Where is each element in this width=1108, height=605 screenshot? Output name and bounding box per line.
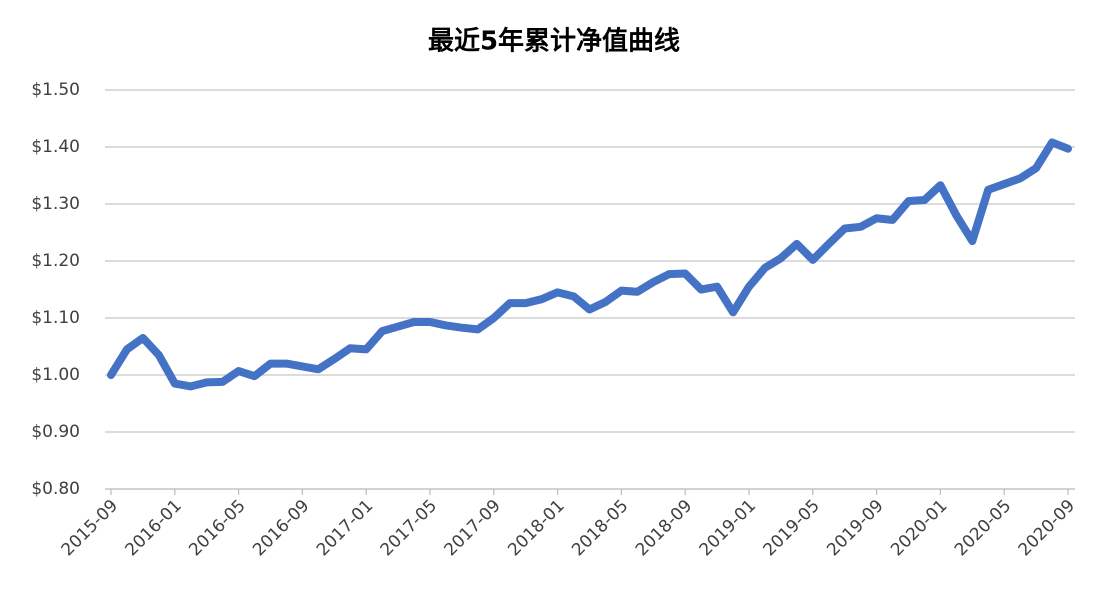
y-tick-label: $1.30 — [31, 194, 80, 214]
x-tick-label: 2020-01 — [887, 496, 951, 560]
x-tick-label: 2019-05 — [760, 496, 824, 560]
x-tick-label: 2019-01 — [696, 496, 760, 560]
x-tick-label: 2018-01 — [504, 496, 568, 560]
x-tick-label: 2016-01 — [122, 496, 186, 560]
y-tick-label: $1.50 — [31, 80, 80, 100]
x-tick-label: 2017-01 — [313, 496, 377, 560]
y-tick-label: $1.20 — [31, 251, 80, 271]
x-tick-label: 2018-05 — [568, 496, 632, 560]
y-tick-label: $0.90 — [31, 422, 80, 442]
chart-title: 最近5年累计净值曲线 — [428, 26, 680, 57]
y-tick-label: $1.10 — [31, 308, 80, 328]
y-tick-label: $1.00 — [31, 365, 80, 385]
x-tick-label: 2020-05 — [951, 496, 1015, 560]
x-tick-label: 2017-05 — [377, 496, 441, 560]
y-tick-label: $1.40 — [31, 137, 80, 157]
x-tick-label: 2018-09 — [632, 496, 696, 560]
x-tick-label: 2020-09 — [1015, 496, 1079, 560]
x-tick-label: 2017-09 — [441, 496, 505, 560]
x-tick-label: 2015-09 — [58, 496, 122, 560]
x-tick-label: 2016-05 — [185, 496, 249, 560]
line-series — [107, 138, 1072, 391]
y-tick-label: $0.80 — [31, 479, 80, 499]
x-tick-label: 2019-09 — [823, 496, 887, 560]
x-tick-label: 2016-09 — [249, 496, 313, 560]
